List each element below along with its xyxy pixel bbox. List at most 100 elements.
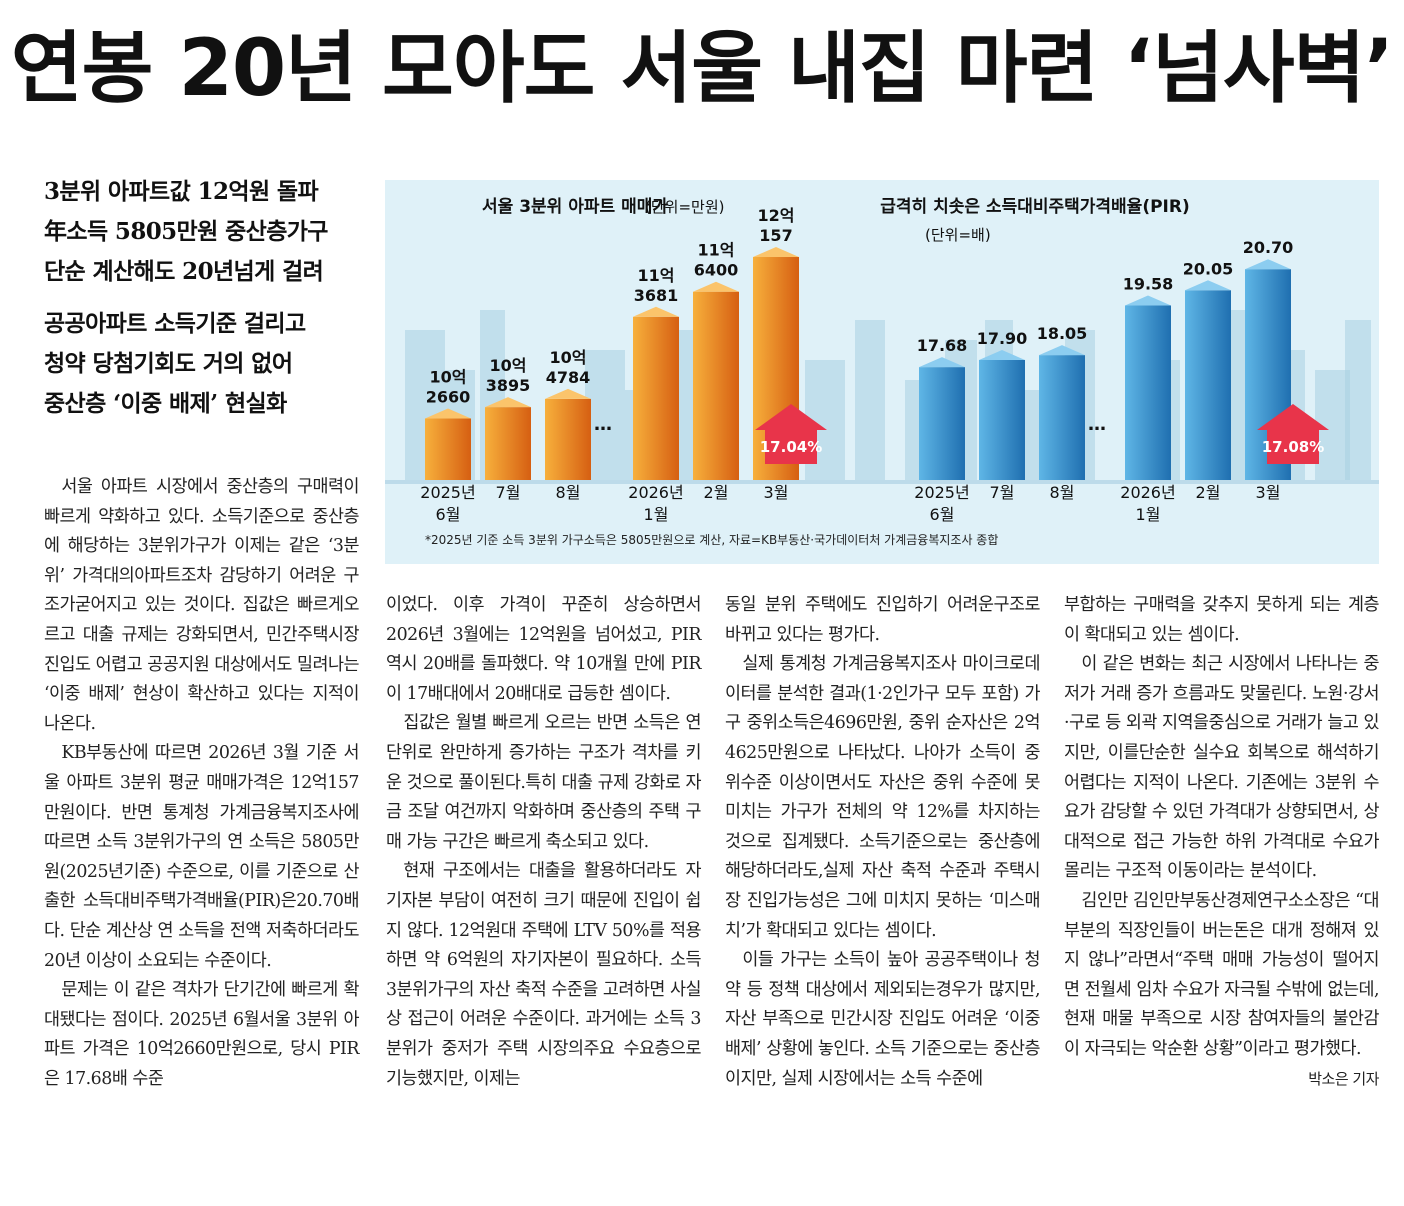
chart-tick-label: 6월 [930, 505, 955, 524]
change-arrow [755, 404, 827, 464]
chart-bar-top [693, 281, 739, 292]
deck-line: 공공아파트 소득기준 걸리고 [44, 310, 306, 337]
body-column-1: 서울 아파트 시장에서 중산층의 구매력이 빠르게 약화하고 있다. 소득기준으… [44, 473, 360, 1094]
skyline-building [1345, 320, 1371, 480]
chart-tick-label: 3월 [1256, 483, 1281, 502]
body-column-4: 부합하는 구매력을 갖추지 못하게 되는 계층이 확대되고 있는 셈이다. 이 같… [1064, 591, 1380, 1094]
chart-bar [1185, 290, 1231, 480]
chart-data-label: 10억 [490, 356, 527, 375]
chart-data-label: 20.05 [1183, 259, 1234, 278]
chart-gap-dots: … [1088, 414, 1106, 435]
article-paragraph: 이었다. 이후 가격이 꾸준히 상승하면서 2026년 3월에는 12억원을 넘… [386, 595, 702, 704]
deck-line: 年소득 5805만원 중산층가구 [44, 218, 328, 245]
change-label: 17.08% [1262, 438, 1324, 456]
chart-tick-label: 3월 [764, 483, 789, 502]
chart-bar [1125, 305, 1171, 480]
chart-panel: 서울 3분위 아파트 매매가 (단위=만원) 10억 2660 2025년 6월 10억 38… [385, 180, 1379, 564]
skyline-building [585, 350, 625, 480]
chart-bar-top [979, 350, 1025, 360]
chart-data-label: 12억 [758, 206, 795, 225]
chart-title: 급격히 치솟은 소득대비주택가격배율(PIR) [880, 197, 1190, 217]
article-paragraph: 김인만 김인만부동산경제연구소소장은 “대부분의 직장인들이 버는돈은 대개 정… [1064, 887, 1380, 1088]
chart-data-label: 4784 [546, 368, 591, 387]
chart-tick-label: 8월 [556, 483, 581, 502]
headline: 연봉 20년 모아도 서울 내집 마련 ‘넘사벽’ [10, 24, 1394, 114]
chart-graphic: 서울 3분위 아파트 매매가(단위=만원)10억26602025년6월10억38… [385, 197, 1379, 547]
chart-data-label: 6400 [694, 261, 739, 280]
chart-tick-label: 1월 [1136, 505, 1161, 524]
chart-gap-dots: … [594, 414, 612, 435]
chart-bar-top [545, 388, 591, 399]
article-paragraph: 동일 분위 주택에도 진입하기 어려운구조로 바뀌고 있다는 평가다. [725, 595, 1041, 645]
chart-title: 서울 3분위 아파트 매매가 [482, 197, 668, 217]
article-paragraph: 문제는 이 같은 격차가 단기간에 빠르게 확대됐다는 점이다. 2025년 6… [44, 980, 360, 1089]
chart-data-label: 17.90 [977, 329, 1028, 348]
chart-tick-label: 1월 [644, 505, 669, 524]
chart-data-label: 2660 [426, 388, 471, 407]
chart-bar-top [425, 408, 471, 419]
body-column-2: 이었다. 이후 가격이 꾸준히 상승하면서 2026년 3월에는 12억원을 넘… [386, 591, 702, 1094]
chart-bar [485, 407, 531, 480]
chart-bar-top [919, 357, 965, 368]
chart-data-label: 18.05 [1037, 324, 1088, 343]
chart-bar [919, 367, 965, 480]
chart-data-label: 17.68 [917, 336, 968, 355]
chart-bar [633, 316, 679, 480]
chart-data-label: 3681 [634, 286, 679, 305]
deck-line: 3분위 아파트값 12억원 돌파 [44, 178, 319, 205]
article-paragraph: KB부동산에 따르면 2026년 3월 기준 서울 아파트 3분위 평균 매매가… [44, 743, 360, 971]
article-paragraph: 부합하는 구매력을 갖추지 못하게 되는 계층이 확대되고 있는 셈이다. [1064, 595, 1380, 645]
chart-unit: (단위=만원) [645, 198, 724, 216]
chart-tick-label: 8월 [1050, 483, 1075, 502]
article-paragraph: 집값은 월별 빠르게 오르는 반면 소득은 연 단위로 완만하게 증가하는 구조… [386, 713, 702, 852]
chart-data-label: 11억 [698, 241, 735, 260]
chart-tick-label: 2025년 [420, 483, 475, 502]
deck-line: 단순 계산해도 20년넘게 걸려 [44, 258, 324, 285]
chart-tick-label: 2026년 [628, 483, 683, 502]
article-paragraph: 실제 통계청 가계금융복지조사 마이크로데이터를 분석한 결과(1·2인가구 모… [725, 654, 1041, 941]
article-paragraph: 이들 가구는 소득이 높아 공공주택이나 청약 등 정책 대상에서 제외되는경우… [725, 950, 1041, 1089]
chart-tick-label: 6월 [436, 505, 461, 524]
chart-data-label: 3895 [486, 376, 531, 395]
deck-line: 중산층 ‘이중 배제’ 현실화 [44, 390, 287, 417]
chart-data-label: 10억 [430, 368, 467, 387]
chart-bar-top [1039, 345, 1085, 356]
deck-line: 청약 당첨기회도 거의 없어 [44, 350, 293, 377]
body-column-3: 동일 분위 주택에도 진입하기 어려운구조로 바뀌고 있다는 평가다. 실제 통계… [725, 591, 1041, 1094]
chart-bar-top [1245, 259, 1291, 270]
chart-bar [545, 398, 591, 480]
chart-ground [385, 480, 1379, 484]
chart-tick-label: 7월 [496, 483, 521, 502]
chart-bar-top [753, 247, 799, 258]
chart-tick-label: 7월 [990, 483, 1015, 502]
chart-tick-label: 2025년 [914, 483, 969, 502]
chart-tick-label: 2026년 [1120, 483, 1175, 502]
change-label: 17.04% [760, 438, 822, 456]
change-arrow [1257, 404, 1329, 464]
chart-data-label: 11억 [638, 266, 675, 285]
chart-bar-top [485, 397, 531, 408]
chart-bar [425, 418, 471, 480]
chart-tick-label: 2월 [1196, 483, 1221, 502]
chart-bar-top [633, 306, 679, 317]
chart-source-note: *2025년 기준 소득 3분위 가구소득은 5805만원으로 계산, 자료=K… [425, 533, 998, 547]
byline: 박소은 기자 [1308, 1069, 1379, 1088]
chart-unit: (단위=배) [925, 226, 991, 244]
chart-bar-top [1185, 280, 1231, 291]
chart-bar [1039, 355, 1085, 480]
article-paragraph: 현재 구조에서는 대출을 활용하더라도 자기자본 부담이 여전히 크기 때문에 … [386, 861, 702, 1089]
article-paragraph: 서울 아파트 시장에서 중산층의 구매력이 빠르게 약화하고 있다. 소득기준으… [44, 477, 360, 734]
chart-data-label: 157 [759, 226, 792, 245]
chart-data-label: 20.70 [1243, 238, 1294, 257]
chart-bar [693, 291, 739, 480]
article-paragraph: 이 같은 변화는 최근 시장에서 나타나는 중저가 거래 증가 흐름과도 맞물린… [1064, 654, 1380, 882]
chart-data-label: 19.58 [1123, 275, 1174, 294]
chart-bar-top [1125, 295, 1171, 306]
chart-data-label: 10억 [550, 348, 587, 367]
chart-bar [979, 360, 1025, 480]
skyline-building [855, 320, 885, 480]
chart-tick-label: 2월 [704, 483, 729, 502]
